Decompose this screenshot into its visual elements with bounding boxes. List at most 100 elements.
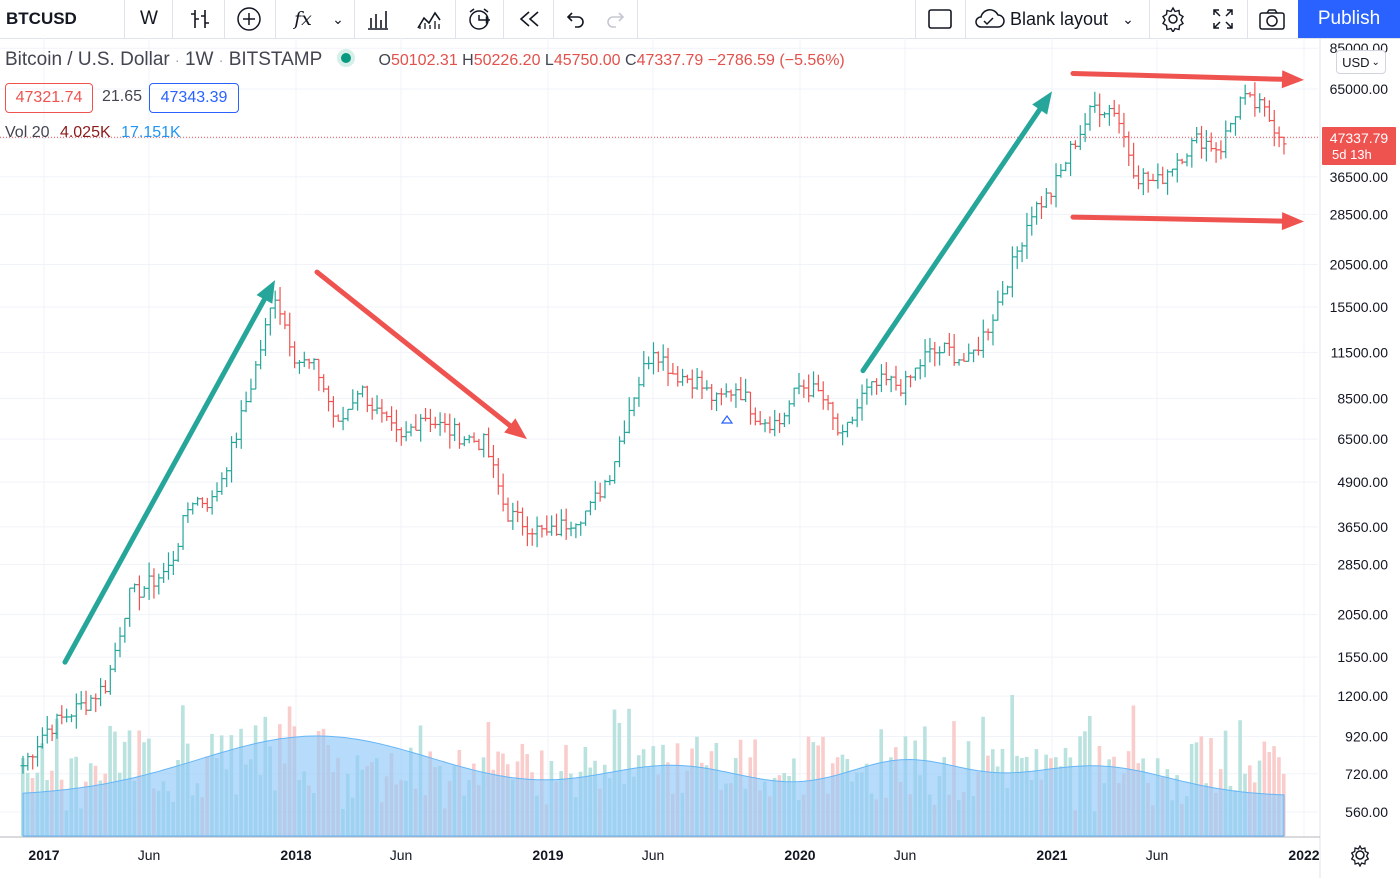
- price-bar: [195, 496, 201, 506]
- publish-button[interactable]: Publish: [1298, 0, 1400, 38]
- close-value: 47337.79: [636, 52, 704, 69]
- price-bar: [170, 550, 176, 576]
- price-bar: [1257, 93, 1263, 113]
- financials-icon[interactable]: [358, 0, 398, 38]
- price-bar: [437, 412, 443, 436]
- price-bar: [646, 356, 652, 370]
- price-tick-label: 8500.00: [1337, 390, 1388, 406]
- price-bar: [946, 332, 952, 356]
- price-bar: [1184, 153, 1190, 167]
- undo-icon[interactable]: [558, 0, 594, 38]
- camera-icon[interactable]: [1252, 0, 1292, 38]
- price-bar: [180, 514, 186, 550]
- save-layout-button[interactable]: Blank layout ⌄: [972, 0, 1147, 38]
- price-bar: [398, 427, 404, 446]
- price-bar: [1024, 212, 1030, 259]
- time-tick-label: 2022: [1288, 847, 1319, 863]
- axis-settings-icon[interactable]: [1350, 844, 1370, 868]
- price-bar: [1111, 99, 1117, 117]
- price-bar: [30, 754, 36, 770]
- price-bar: [432, 416, 438, 429]
- price-bar: [117, 627, 123, 658]
- time-tick-label: Jun: [642, 847, 665, 863]
- layout-select-icon[interactable]: [920, 0, 960, 38]
- legend-exchange: BITSTAMP: [228, 49, 322, 70]
- price-bar: [1005, 285, 1011, 295]
- price-bar: [1082, 113, 1088, 143]
- market-status-icon[interactable]: [341, 53, 352, 63]
- price-bar: [1092, 91, 1098, 113]
- volume-bar: [1272, 746, 1276, 836]
- price-bar: [1262, 97, 1268, 117]
- currency-select[interactable]: USD ⌄: [1336, 50, 1386, 74]
- price-bar: [1223, 120, 1229, 159]
- price-bar: [675, 366, 681, 387]
- price-bar: [471, 432, 477, 443]
- chevron-down-icon[interactable]: ⌄: [332, 10, 344, 27]
- indicators-icon[interactable]: fx: [294, 8, 312, 30]
- settings-gear-icon[interactable]: [1153, 0, 1193, 38]
- price-bar: [849, 416, 855, 425]
- toolbar-divider: [275, 0, 276, 38]
- price-bar: [359, 385, 365, 398]
- price-bar: [1058, 163, 1064, 178]
- price-bar: [806, 374, 812, 403]
- price-bar: [1019, 242, 1025, 263]
- price-bar: [461, 436, 467, 447]
- price-bar: [747, 391, 753, 425]
- time-tick-label: 2019: [532, 847, 563, 863]
- fullscreen-icon[interactable]: [1203, 0, 1243, 38]
- price-bar: [93, 693, 99, 713]
- price-bar: [941, 342, 947, 354]
- chevron-down-icon: ⌄: [1122, 10, 1134, 27]
- price-bar: [781, 412, 787, 428]
- interval-button[interactable]: W: [140, 8, 158, 29]
- price-bar: [418, 414, 424, 442]
- price-bar: [922, 339, 928, 378]
- price-bar: [733, 383, 739, 408]
- layout-name: Blank layout: [1010, 8, 1109, 29]
- price-bar: [786, 400, 792, 425]
- price-bar: [282, 310, 288, 330]
- alert-icon[interactable]: [459, 0, 499, 38]
- price-bar: [1135, 165, 1141, 190]
- price-bar: [709, 383, 715, 411]
- price-bar: [563, 508, 569, 540]
- price-bar: [743, 378, 749, 403]
- price-bar: [762, 419, 768, 433]
- price-bar: [617, 436, 623, 468]
- volume-bar: [40, 743, 44, 836]
- price-bar: [714, 392, 720, 412]
- time-tick-label: Jun: [894, 847, 917, 863]
- price-bar: [529, 528, 535, 546]
- price-bar: [752, 407, 758, 426]
- price-bar: [883, 362, 889, 386]
- ask-price-button[interactable]: 47343.39: [149, 83, 239, 113]
- price-bar: [520, 507, 526, 536]
- price-bar: [243, 391, 249, 413]
- price-bar: [660, 344, 666, 371]
- price-bar: [864, 378, 870, 405]
- price-bar: [718, 388, 724, 406]
- templates-icon[interactable]: [409, 0, 449, 38]
- replay-icon[interactable]: [510, 0, 550, 38]
- price-bar: [888, 375, 894, 393]
- price-bar: [1038, 196, 1044, 219]
- price-tick-label: 4900.00: [1337, 474, 1388, 490]
- bid-price-button[interactable]: 47321.74: [5, 83, 93, 113]
- price-bar: [1009, 246, 1015, 298]
- time-tick-label: Jun: [1146, 847, 1169, 863]
- price-bar: [427, 408, 433, 433]
- price-bar: [825, 395, 831, 411]
- bar-style-icon[interactable]: [180, 0, 220, 38]
- volume-bar: [1262, 741, 1267, 836]
- symbol-search[interactable]: BTCUSD: [6, 9, 77, 28]
- compare-add-icon[interactable]: [229, 0, 269, 38]
- price-bar: [1121, 112, 1127, 148]
- price-bar: [801, 379, 807, 398]
- price-bar: [1000, 280, 1006, 306]
- price-bar: [452, 418, 458, 442]
- price-bar: [539, 524, 545, 538]
- price-bar: [238, 400, 244, 449]
